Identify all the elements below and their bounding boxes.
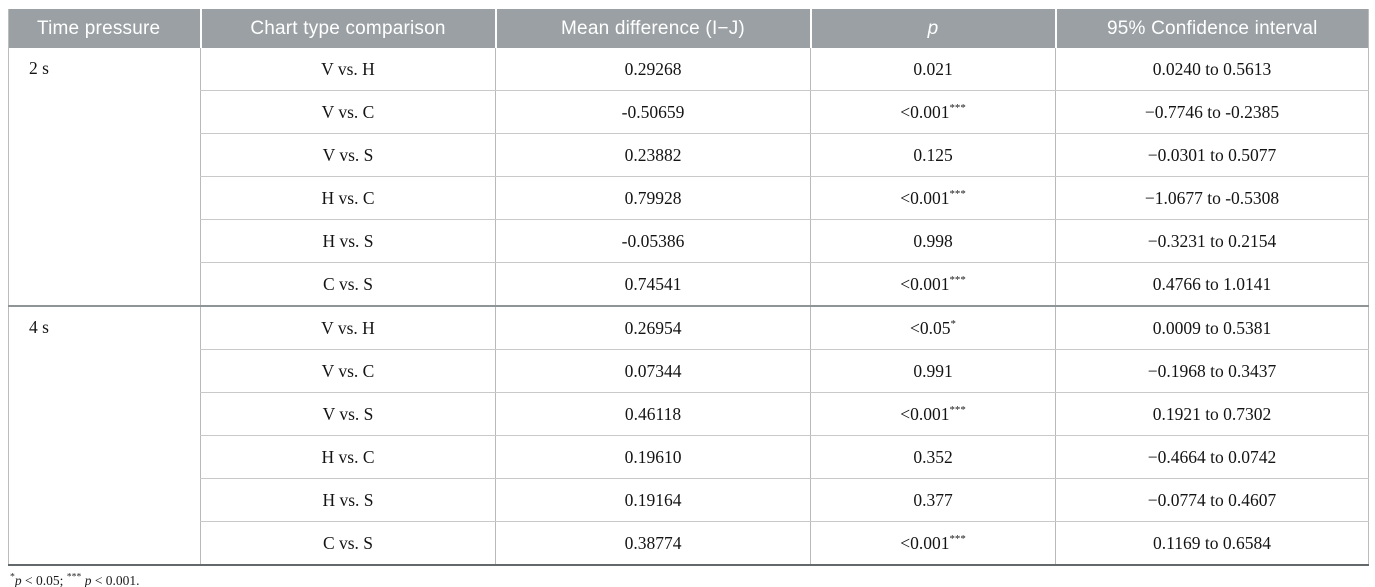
comparison-cell: V vs. S (200, 133, 496, 177)
confidence-interval-cell: 0.1921 to 0.7302 (1055, 392, 1369, 436)
time-pressure-cell: 2 s (8, 48, 201, 307)
footnote-text: < 0.001. (91, 573, 140, 587)
mean-difference-cell: 0.26954 (495, 306, 811, 350)
confidence-interval-cell: −1.0677 to -0.5308 (1055, 176, 1369, 220)
comparison-cell: H vs. S (200, 478, 496, 522)
p-value-cell: 0.352 (810, 435, 1056, 479)
col-header-time-pressure: Time pressure (8, 9, 201, 48)
mean-difference-cell: 0.79928 (495, 176, 811, 220)
table-row: V vs. C -0.50659 <0.001*** −0.7746 to -0.23… (9, 90, 1369, 134)
col-header-mean-difference: Mean difference (I−J) (494, 9, 811, 48)
mean-difference-cell: 0.38774 (495, 521, 811, 566)
comparison-cell: C vs. S (200, 521, 496, 566)
mean-difference-cell: 0.19164 (495, 478, 811, 522)
comparison-cell: C vs. S (200, 262, 496, 307)
table-row: C vs. S 0.74541 <0.001*** 0.4766 to 1.0141 (9, 262, 1369, 307)
significance-stars: *** (949, 273, 966, 286)
confidence-interval-cell: −0.1968 to 0.3437 (1055, 349, 1369, 393)
confidence-interval-cell: 0.1169 to 0.6584 (1055, 521, 1369, 566)
p-value-cell: <0.05* (810, 306, 1056, 350)
p-value-cell: 0.998 (810, 219, 1056, 263)
mean-difference-cell: -0.50659 (495, 90, 811, 134)
p-value-cell: <0.001*** (810, 176, 1056, 220)
comparison-cell: V vs. C (200, 349, 496, 393)
significance-stars: * (950, 317, 956, 330)
confidence-interval-cell: 0.0240 to 0.5613 (1055, 48, 1369, 91)
comparison-cell: H vs. C (200, 435, 496, 479)
table-row: H vs. S 0.19164 0.377 −0.0774 to 0.4607 (9, 478, 1369, 522)
table-row: V vs. S 0.23882 0.125 −0.0301 to 0.5077 (9, 133, 1369, 177)
comparison-cell: V vs. C (200, 90, 496, 134)
col-header-p: p (809, 9, 1056, 48)
confidence-interval-cell: −0.3231 to 0.2154 (1055, 219, 1369, 263)
confidence-interval-cell: −0.0301 to 0.5077 (1055, 133, 1369, 177)
p-value-cell: 0.021 (810, 48, 1056, 91)
confidence-interval-cell: −0.7746 to -0.2385 (1055, 90, 1369, 134)
footnote-text: < 0.05; (21, 573, 67, 587)
table-row: H vs. C 0.79928 <0.001*** −1.0677 to -0.530… (9, 176, 1369, 220)
comparison-cell: H vs. C (200, 176, 496, 220)
footnote-text: * (10, 571, 15, 583)
footnote-text: *** (66, 571, 82, 583)
table-row: H vs. S -0.05386 0.998 −0.3231 to 0.2154 (9, 219, 1369, 263)
p-value-cell: <0.001*** (810, 90, 1056, 134)
comparison-cell: V vs. S (200, 392, 496, 436)
significance-stars: *** (949, 532, 966, 545)
p-value-cell: <0.001*** (810, 392, 1056, 436)
comparison-cell: H vs. S (200, 219, 496, 263)
mean-difference-cell: 0.07344 (495, 349, 811, 393)
significance-footnote: *p < 0.05; *** p < 0.001. (10, 571, 1368, 587)
confidence-interval-cell: −0.0774 to 0.4607 (1055, 478, 1369, 522)
comparison-cell: V vs. H (200, 306, 496, 350)
mean-difference-cell: 0.29268 (495, 48, 811, 91)
table-header-row: Time pressure Chart type comparison Mean… (8, 9, 1369, 48)
table-row: C vs. S 0.38774 <0.001*** 0.1169 to 0.6584 (9, 521, 1369, 566)
p-value-cell: <0.001*** (810, 262, 1056, 307)
mean-difference-cell: 0.23882 (495, 133, 811, 177)
significance-stars: *** (949, 187, 966, 200)
mean-difference-cell: 0.46118 (495, 392, 811, 436)
table-row: V vs. C 0.07344 0.991 −0.1968 to 0.3437 (9, 349, 1369, 393)
col-header-chart-type-comparison: Chart type comparison (199, 9, 496, 48)
significance-stars: *** (949, 403, 966, 416)
significance-stars: *** (949, 101, 966, 114)
time-pressure-cell: 4 s (8, 306, 201, 566)
p-value-cell: 0.377 (810, 478, 1056, 522)
footnote-text: p (84, 573, 92, 587)
posthoc-comparison-table: Time pressure Chart type comparison Mean… (8, 9, 1369, 566)
mean-difference-cell: -0.05386 (495, 219, 811, 263)
p-value-cell: 0.991 (810, 349, 1056, 393)
footnote-text: p (14, 573, 22, 587)
p-value-cell: 0.125 (810, 133, 1056, 177)
p-value-cell: <0.001*** (810, 521, 1056, 566)
comparison-cell: V vs. H (200, 48, 496, 91)
table-row: V vs. S 0.46118 <0.001*** 0.1921 to 0.7302 (9, 392, 1369, 436)
mean-difference-cell: 0.74541 (495, 262, 811, 307)
col-header-confidence-interval: 95% Confidence interval (1054, 9, 1369, 48)
confidence-interval-cell: 0.0009 to 0.5381 (1055, 306, 1369, 350)
confidence-interval-cell: 0.4766 to 1.0141 (1055, 262, 1369, 307)
mean-difference-cell: 0.19610 (495, 435, 811, 479)
table-row: H vs. C 0.19610 0.352 −0.4664 to 0.0742 (9, 435, 1369, 479)
confidence-interval-cell: −0.4664 to 0.0742 (1055, 435, 1369, 479)
